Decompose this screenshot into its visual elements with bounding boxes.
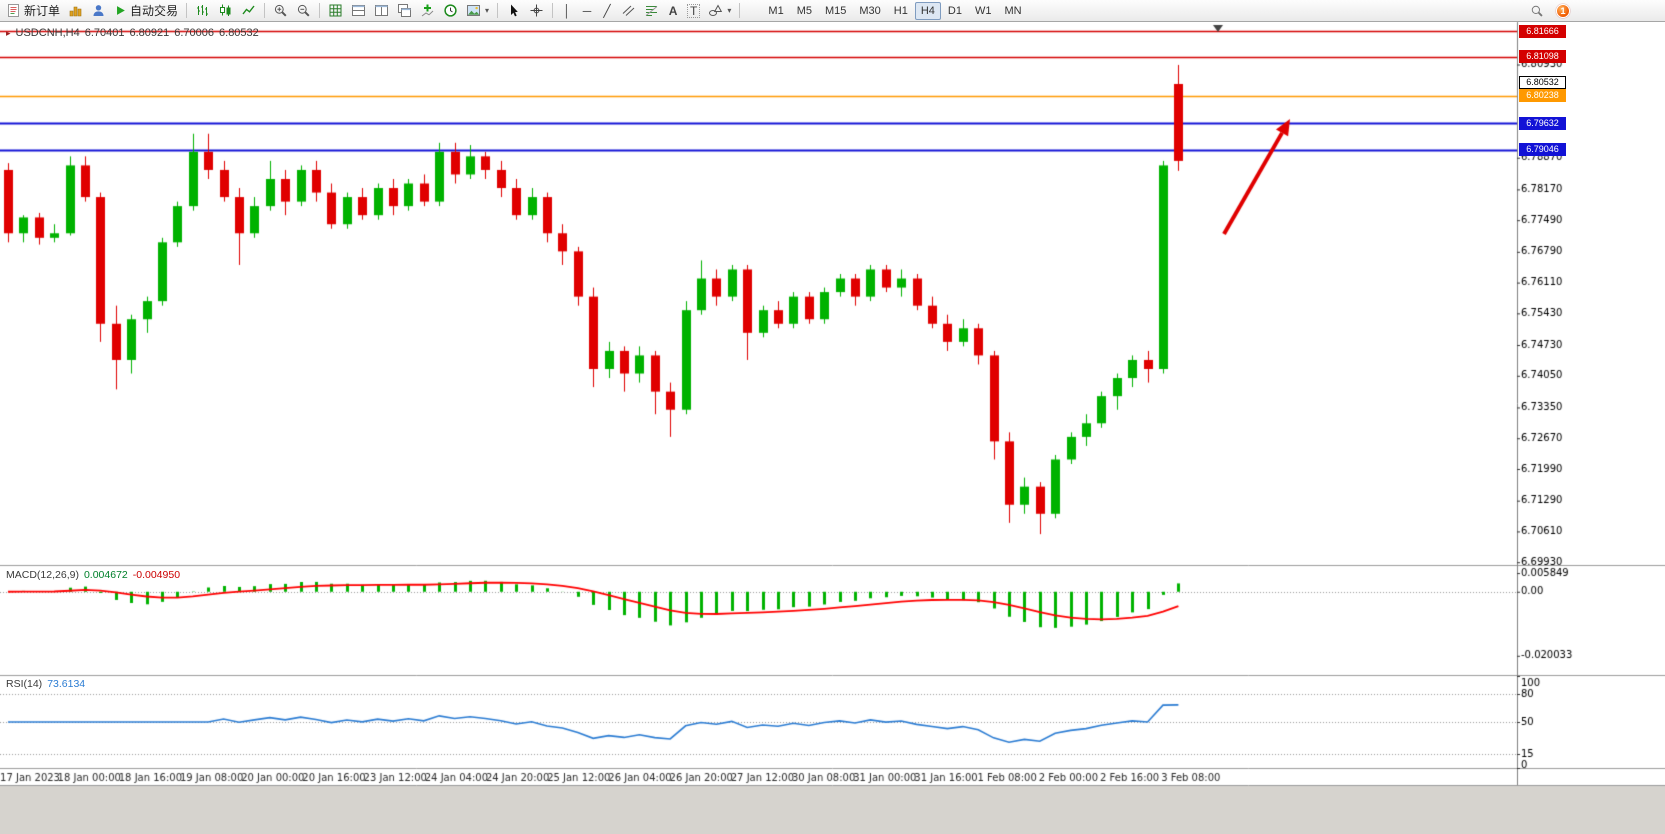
grid-icon: [329, 4, 342, 17]
charts-button[interactable]: [64, 1, 87, 21]
clock-icon: [444, 4, 457, 17]
subwindow-arrow-icon: ▸: [6, 27, 11, 38]
close-value: 6.80532: [219, 27, 259, 39]
line-chart-type-button[interactable]: [237, 1, 260, 21]
horizontal-line-button[interactable]: ─: [577, 1, 597, 21]
dropdown-caret-icon: ▾: [485, 6, 490, 15]
search-icon: [1531, 5, 1543, 17]
snapshot-icon: [467, 5, 481, 16]
cascade-windows-button[interactable]: [393, 1, 416, 21]
play-icon: [117, 6, 125, 15]
text-icon: A: [668, 3, 678, 18]
horizontal-line-icon: ─: [582, 3, 592, 18]
rsi-name: RSI(14): [6, 678, 43, 690]
timeframe-button-D1[interactable]: D1: [942, 2, 968, 20]
price-line-tag[interactable]: 6.80238: [1519, 89, 1566, 103]
magnifier-plus-icon: [274, 4, 287, 17]
line-chart-icon: [242, 5, 255, 15]
period-button[interactable]: [439, 1, 462, 21]
timeframe-button-H1[interactable]: H1: [888, 2, 914, 20]
search-button[interactable]: [1526, 1, 1548, 21]
timeframe-button-W1[interactable]: W1: [969, 2, 998, 20]
high-value: 6.80921: [129, 27, 170, 39]
snapshot-button[interactable]: ▾: [462, 1, 493, 21]
arrow-cursor-icon: [511, 4, 518, 17]
candlestick-icon: [220, 4, 231, 16]
timeframe-button-M15[interactable]: M15: [819, 2, 852, 20]
open-value: 6.70401: [84, 27, 125, 39]
timeframe-button-M1[interactable]: M1: [762, 2, 789, 20]
shapes-icon: [709, 4, 723, 16]
add-indicator-button[interactable]: [416, 1, 439, 21]
person-icon: [93, 5, 104, 16]
timeframe-group: M1 M5 M15 M30 H1 H4 D1 W1 MN: [762, 1, 1027, 20]
macd-signal-value: -0.004950: [132, 569, 181, 581]
auto-trading-button[interactable]: 自动交易: [110, 1, 182, 21]
notification-badge[interactable]: 1: [1556, 3, 1570, 18]
price-line-tag[interactable]: 6.79632: [1519, 116, 1566, 130]
tile-vertical-icon: [375, 5, 389, 16]
magnifier-minus-icon: [297, 4, 310, 17]
add-indicator-icon: [421, 4, 434, 17]
fibonacci-button[interactable]: [640, 1, 663, 21]
new-order-button[interactable]: 新订单: [2, 1, 64, 21]
vertical-line-icon: │: [563, 3, 571, 18]
current-price-tag: 6.80532: [1519, 76, 1566, 90]
trendline-icon: ╱: [603, 3, 611, 18]
macd-name: MACD(12,26,9): [6, 569, 79, 581]
toolbar-separator: [739, 3, 741, 18]
ohlc-bars-icon: [197, 5, 209, 16]
zoom-in-button[interactable]: [269, 1, 292, 21]
tile-horizontal-button[interactable]: [347, 1, 370, 21]
toolbar-right: 1: [1526, 1, 1570, 21]
toolbar-separator: [319, 3, 321, 18]
low-value: 6.70006: [174, 27, 215, 39]
dropdown-caret-icon: ▾: [727, 6, 732, 15]
label-button[interactable]: T: [683, 1, 704, 21]
timeframe-button-H4[interactable]: H4: [914, 1, 941, 20]
auto-trading-label: 自动交易: [130, 4, 179, 18]
new-order-label: 新订单: [24, 4, 61, 18]
grid-toggle-button[interactable]: [324, 1, 347, 21]
label-icon: T: [687, 3, 701, 18]
tile-vertical-button[interactable]: [370, 1, 393, 21]
trendline-button[interactable]: ╱: [597, 1, 617, 21]
bar-chart-icon: [69, 6, 82, 17]
symbol-info-bar: ▸ USDCNH,H4 6.70401 6.80921 6.70006 6.80…: [6, 27, 259, 39]
channel-button[interactable]: [617, 1, 640, 21]
price-line-tag[interactable]: 6.79046: [1519, 143, 1566, 157]
timeframe-button-MN[interactable]: MN: [998, 2, 1027, 20]
timeframe-button-M5[interactable]: M5: [791, 2, 818, 20]
cascade-windows-icon: [398, 4, 412, 17]
candlestick-chart-type-button[interactable]: [214, 1, 237, 21]
new-order-icon: [8, 4, 19, 17]
toolbar-separator: [497, 3, 499, 18]
channel-icon: [622, 5, 635, 16]
toolbar: 新订单 自动交易: [0, 0, 1665, 22]
macd-label: MACD(12,26,9) 0.004672 -0.004950: [6, 569, 180, 581]
profile-button[interactable]: [87, 1, 110, 21]
symbol-period-label: USDCNH,H4: [15, 27, 80, 39]
cursor-button[interactable]: [502, 1, 525, 21]
fibonacci-icon: [645, 6, 658, 16]
price-line-tag[interactable]: 6.81098: [1519, 50, 1566, 64]
zoom-out-button[interactable]: [292, 1, 315, 21]
macd-main-value: 0.004672: [83, 569, 128, 581]
rsi-value: 73.6134: [47, 678, 86, 690]
price-line-tag[interactable]: 6.81666: [1519, 24, 1566, 38]
text-button[interactable]: A: [663, 1, 683, 21]
toolbar-separator: [264, 3, 266, 18]
tile-horizontal-icon: [352, 5, 366, 16]
rsi-label: RSI(14) 73.6134: [6, 678, 85, 690]
crosshair-icon: [530, 4, 543, 17]
crosshair-button[interactable]: [525, 1, 548, 21]
toolbar-separator: [552, 3, 554, 18]
shapes-button[interactable]: ▾: [704, 1, 735, 21]
bars-chart-type-button[interactable]: [191, 1, 214, 21]
timeframe-button-M30[interactable]: M30: [853, 2, 886, 20]
toolbar-separator: [186, 3, 188, 18]
vertical-line-button[interactable]: │: [557, 1, 577, 21]
